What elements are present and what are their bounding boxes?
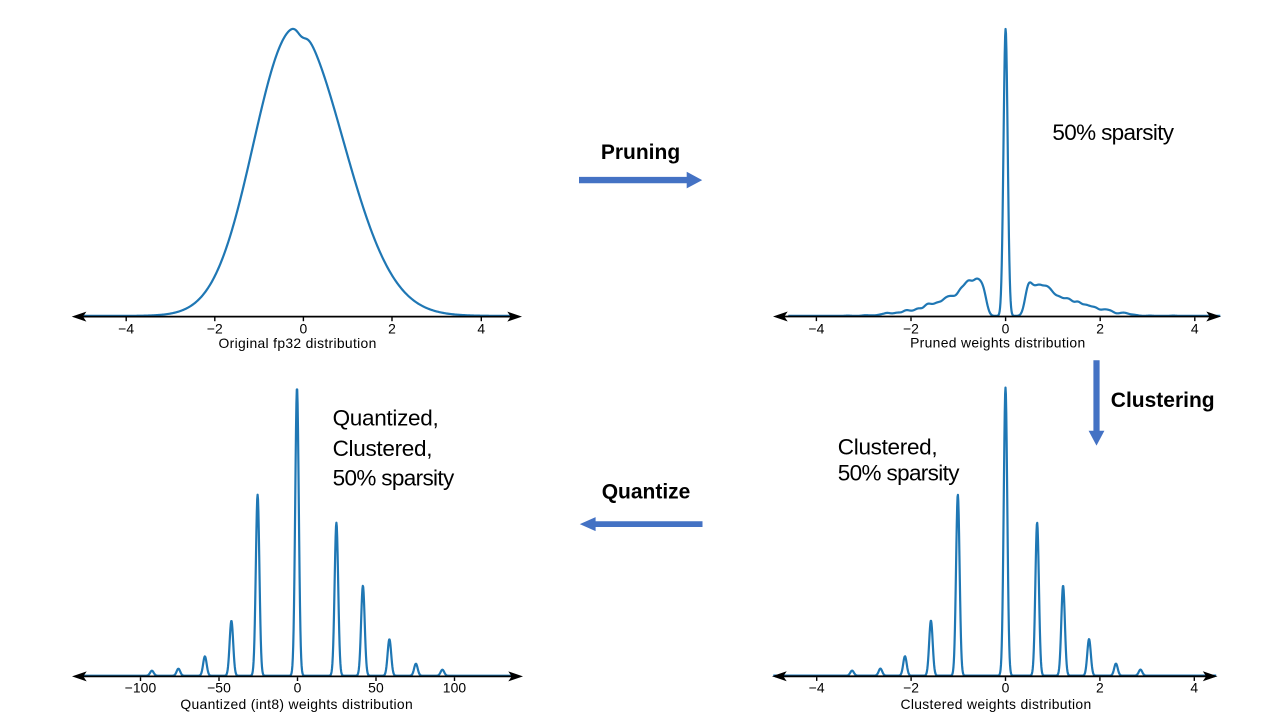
svg-text:0: 0: [1002, 321, 1010, 337]
svg-text:Clustered weights distribution: Clustered weights distribution: [900, 696, 1091, 712]
svg-text:0: 0: [1002, 679, 1010, 695]
svg-text:50% sparsity: 50% sparsity: [333, 466, 455, 491]
svg-text:−100: −100: [125, 679, 157, 695]
svg-text:50% sparsity: 50% sparsity: [838, 461, 960, 486]
svg-text:Clustering: Clustering: [1111, 389, 1215, 412]
svg-text:−4: −4: [809, 679, 825, 695]
svg-text:−4: −4: [118, 321, 134, 337]
svg-text:0: 0: [299, 321, 307, 337]
svg-text:4: 4: [1191, 321, 1199, 337]
svg-text:−4: −4: [808, 321, 824, 337]
svg-text:2: 2: [1096, 321, 1104, 337]
svg-text:−50: −50: [207, 679, 231, 695]
svg-text:Quantize: Quantize: [602, 481, 691, 504]
svg-text:4: 4: [477, 321, 485, 337]
svg-text:0: 0: [294, 679, 302, 695]
svg-text:50: 50: [368, 679, 384, 695]
svg-text:Quantized (int8) weights distr: Quantized (int8) weights distribution: [180, 696, 413, 712]
svg-text:−2: −2: [207, 321, 223, 337]
svg-text:Clustered,: Clustered,: [838, 435, 938, 460]
svg-text:−2: −2: [903, 321, 919, 337]
svg-text:100: 100: [443, 679, 467, 695]
svg-text:50% sparsity: 50% sparsity: [1052, 120, 1174, 145]
svg-text:Clustered,: Clustered,: [333, 436, 433, 461]
svg-text:−2: −2: [903, 679, 919, 695]
svg-text:2: 2: [1096, 679, 1104, 695]
svg-text:Quantized,: Quantized,: [333, 406, 439, 431]
svg-text:Pruned weights distribution: Pruned weights distribution: [910, 335, 1085, 351]
svg-text:Original fp32 distribution: Original fp32 distribution: [219, 335, 377, 351]
svg-text:Pruning: Pruning: [601, 141, 680, 164]
svg-text:4: 4: [1190, 679, 1198, 695]
svg-text:2: 2: [388, 321, 396, 337]
